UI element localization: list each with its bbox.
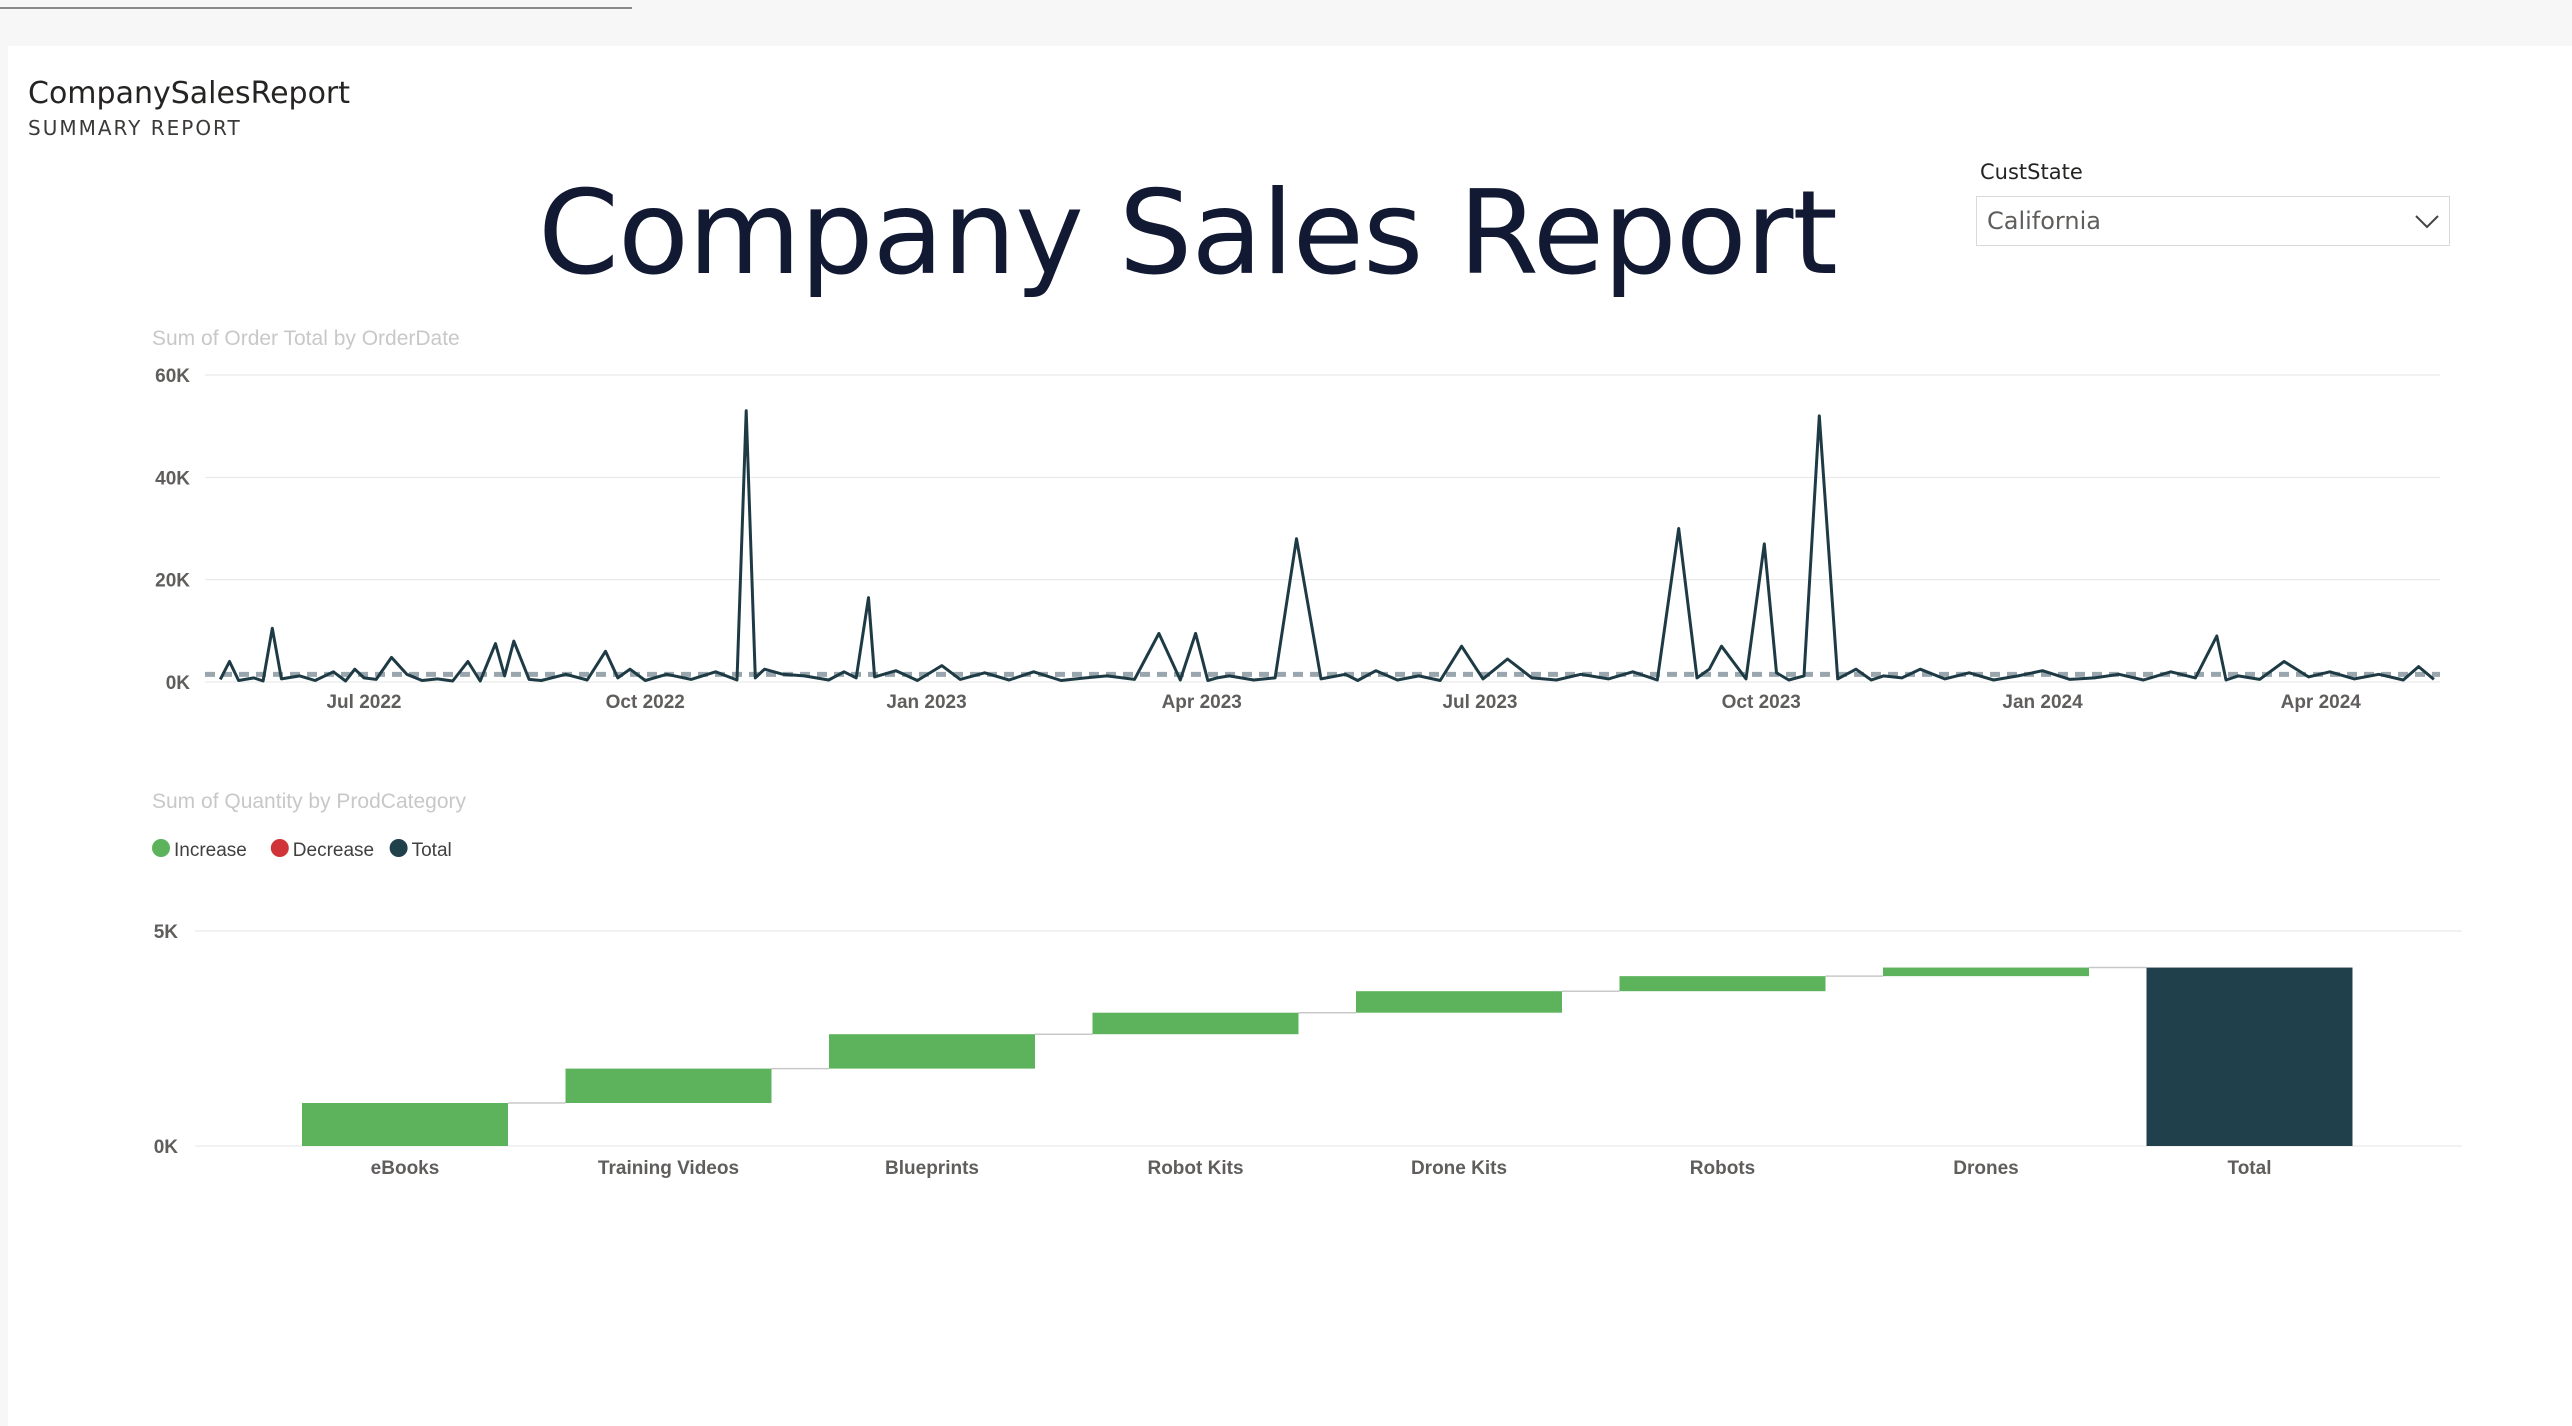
line-y-tick-label: 0K	[166, 673, 191, 694]
legend-label-increase: Increase	[174, 840, 247, 861]
waterfall-bar-total	[2146, 967, 2353, 1146]
waterfall-bar-ebooks	[302, 1103, 508, 1146]
page-title: Company Sales Report	[538, 166, 1838, 301]
custstate-dropdown[interactable]: California	[1976, 196, 2450, 246]
line-x-tick-label: Apr 2023	[1162, 692, 1242, 713]
report-page: CompanySalesReport SUMMARY REPORT Compan…	[8, 46, 2572, 1426]
line-chart-title: Sum of Order Total by OrderDate	[152, 327, 460, 350]
report-subtitle: SUMMARY REPORT	[28, 116, 242, 140]
waterfall-bar-robots	[1619, 976, 1826, 992]
waterfall-bar-training-videos	[565, 1068, 772, 1103]
waterfall-x-tick-label: Drone Kits	[1411, 1158, 1507, 1179]
line-x-tick-label: Oct 2022	[606, 692, 685, 713]
waterfall-x-tick-label: eBooks	[371, 1158, 440, 1179]
report-name: CompanySalesReport	[28, 76, 351, 111]
waterfall-x-tick-label: Total	[2228, 1158, 2272, 1179]
line-x-tick-label: Oct 2023	[1722, 692, 1801, 713]
waterfall-x-tick-label: Drones	[1953, 1158, 2018, 1179]
waterfall-chart-title: Sum of Quantity by ProdCategory	[152, 790, 466, 813]
top-divider	[0, 7, 632, 9]
line-x-tick-label: Apr 2024	[2281, 692, 2362, 713]
line-y-tick-label: 20K	[155, 571, 190, 592]
waterfall-y-tick-label: 0K	[154, 1137, 179, 1158]
line-x-tick-label: Jul 2023	[1442, 692, 1517, 713]
waterfall-bar-robot-kits	[1092, 1012, 1299, 1035]
line-y-tick-label: 40K	[155, 468, 190, 489]
order-total-series-line	[218, 409, 2435, 683]
line-x-tick-label: Jan 2024	[2002, 692, 2083, 713]
line-x-tick-label: Jul 2022	[326, 692, 401, 713]
line-x-tick-label: Jan 2023	[886, 692, 966, 713]
waterfall-bar-blueprints	[829, 1034, 1035, 1069]
legend-marker-total	[389, 839, 408, 857]
line-y-tick-label: 60K	[155, 366, 190, 387]
legend-marker-increase	[152, 839, 170, 857]
legend-label-total: Total	[412, 840, 452, 861]
slicer-selected-value: California	[1987, 207, 2101, 235]
waterfall-x-tick-label: Robot Kits	[1147, 1158, 1243, 1179]
waterfall-bar-drones	[1883, 967, 2089, 977]
waterfall-x-tick-label: Robots	[1690, 1158, 1755, 1179]
legend-label-decrease: Decrease	[293, 840, 374, 861]
chevron-down-icon[interactable]	[2413, 209, 2441, 233]
waterfall-bar-drone-kits	[1356, 991, 1562, 1013]
waterfall-x-tick-label: Blueprints	[885, 1158, 979, 1179]
slicer-label: CustState	[1980, 160, 2083, 184]
legend-marker-decrease	[270, 839, 289, 857]
waterfall-y-tick-label: 5K	[154, 922, 179, 943]
waterfall-x-tick-label: Training Videos	[598, 1158, 739, 1179]
